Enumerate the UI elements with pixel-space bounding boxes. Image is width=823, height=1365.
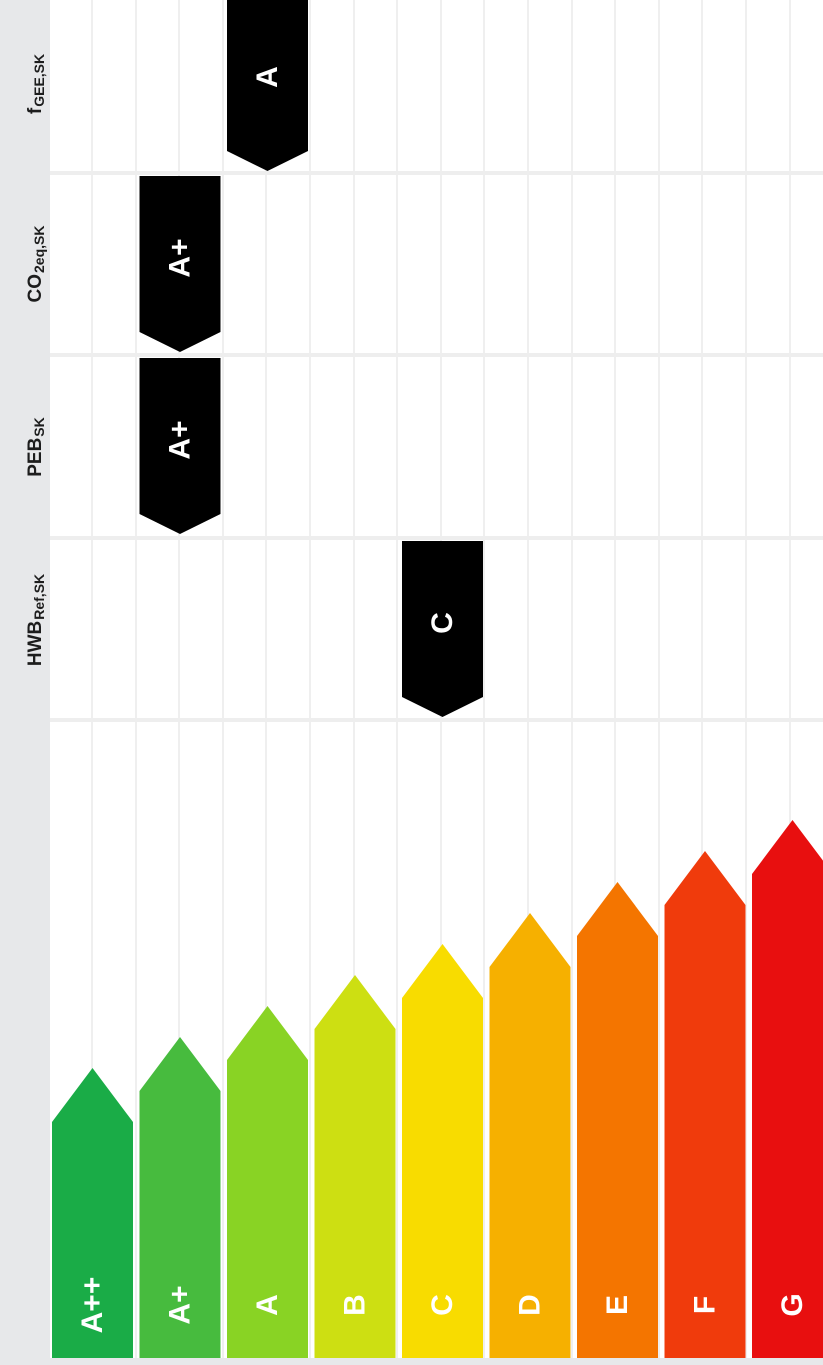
row-divider — [50, 171, 823, 175]
marker-rating-label: C — [426, 612, 459, 634]
class-arrow-a: A — [227, 1006, 308, 1358]
class-label: C — [426, 1294, 459, 1316]
class-arrow-shape — [577, 882, 658, 1358]
class-arrow-aplus: A+ — [139, 1037, 221, 1358]
grid-stripe — [483, 0, 486, 1358]
marker-shape — [402, 541, 483, 717]
rating-marker-co2: A+ — [139, 176, 221, 352]
marker-rating-label: A+ — [164, 420, 197, 459]
marker-shape — [227, 0, 308, 171]
grid-stripe — [221, 0, 224, 1358]
class-label: F — [689, 1296, 722, 1314]
class-label: D — [514, 1294, 547, 1316]
indicator-label-column: HWBRef,SK PEBSK CO2eq,SK fGEE,SK — [0, 0, 50, 1358]
class-arrow-c: C — [402, 944, 483, 1358]
grid-stripe — [309, 0, 311, 1358]
class-arrow-shape — [314, 975, 396, 1358]
class-arrow-aplusplus: A++ — [52, 1068, 133, 1358]
row-divider — [50, 718, 823, 722]
class-label: B — [339, 1294, 372, 1316]
class-arrow-b: B — [314, 975, 396, 1358]
grid-stripe — [614, 0, 617, 1358]
class-label: A — [251, 1294, 284, 1316]
grid-stripe — [91, 0, 93, 1358]
class-arrow-f: F — [664, 851, 746, 1358]
class-arrow-shape — [402, 944, 483, 1358]
grid-stripe — [788, 0, 791, 1358]
class-arrow-shape — [227, 1006, 308, 1358]
grid-stripe — [352, 0, 355, 1358]
class-arrow-g: G — [752, 820, 823, 1358]
grid-stripe — [527, 0, 529, 1358]
class-arrow-shape — [752, 820, 823, 1358]
marker-rating-label: A+ — [164, 238, 197, 277]
grid-stripe — [396, 0, 399, 1358]
class-label: G — [776, 1293, 809, 1316]
grid-stripe — [570, 0, 573, 1358]
class-label: E — [601, 1295, 634, 1315]
class-arrow-shape — [664, 851, 746, 1358]
row-divider — [50, 536, 823, 540]
class-arrow-e: E — [577, 882, 658, 1358]
row-divider — [50, 353, 823, 357]
rating-marker-hwb: C — [402, 541, 483, 717]
bottom-strip — [0, 1358, 823, 1365]
rating-marker-peb: A+ — [139, 358, 221, 534]
class-label: A+ — [164, 1285, 197, 1324]
class-arrow-shape — [139, 1037, 221, 1358]
grid-stripe — [134, 0, 137, 1358]
grid-stripe — [178, 0, 181, 1358]
rating-marker-fgee: A — [227, 0, 308, 171]
class-label: A++ — [76, 1277, 109, 1334]
grid-stripe — [265, 0, 268, 1358]
class-arrow-shape — [489, 913, 571, 1358]
grid-stripe — [701, 0, 704, 1358]
grid-stripe — [657, 0, 660, 1358]
grid-stripe — [745, 0, 747, 1358]
class-arrow-d: D — [489, 913, 571, 1358]
marker-shape — [139, 358, 221, 534]
marker-rating-label: A — [251, 66, 284, 88]
class-arrow-shape — [52, 1068, 133, 1358]
marker-shape — [139, 176, 221, 352]
